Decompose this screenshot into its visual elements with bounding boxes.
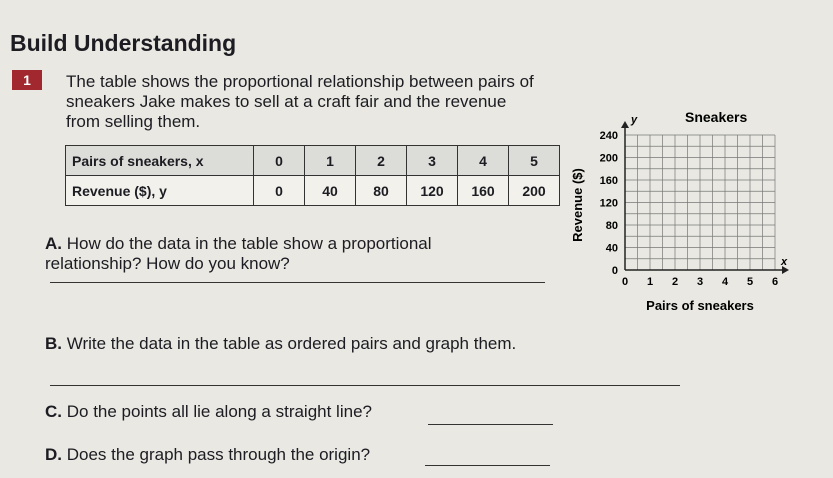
table-cell: 80 — [355, 175, 407, 206]
x-axis-letter: x — [780, 256, 788, 268]
table-cell: 120 — [406, 175, 458, 206]
question-c: C. Do the points all lie along a straigh… — [45, 402, 372, 422]
problem-number: 1 — [12, 70, 42, 90]
question-b: B. Write the data in the table as ordere… — [45, 334, 516, 354]
table-cell: Pairs of sneakers, x — [65, 145, 254, 176]
question-label: B. — [45, 334, 62, 353]
y-tick-label: 160 — [600, 175, 618, 187]
x-tick-label: 0 — [622, 276, 628, 288]
answer-line — [50, 282, 545, 283]
question-text: Write the data in the table as ordered p… — [66, 334, 517, 353]
data-table: Pairs of sneakers, x 0 1 2 3 4 5 Revenue ($), y… — [65, 145, 560, 206]
y-tick-label: 240 — [600, 130, 618, 142]
table-cell: 1 — [304, 145, 356, 176]
table-cell: 0 — [253, 175, 305, 206]
question-text: Does the graph pass through the origin? — [66, 445, 371, 464]
answer-line — [50, 385, 680, 386]
table-cell: Revenue ($), y — [65, 175, 254, 206]
y-tick-label: 0 — [612, 265, 618, 277]
axis-arrow — [621, 121, 629, 128]
x-tick-label: 2 — [672, 276, 678, 288]
table-cell: 40 — [304, 175, 356, 206]
table-cell: 2 — [355, 145, 407, 176]
question-label: A. — [45, 234, 62, 253]
question-a: A. How do the data in the table show a p… — [45, 234, 525, 274]
table-row: Revenue ($), y 0 40 80 120 160 200 — [65, 175, 560, 206]
x-tick-label: 5 — [747, 276, 753, 288]
x-tick-label: 4 — [722, 276, 729, 288]
answer-line — [425, 465, 550, 466]
title: Build Understanding — [10, 30, 237, 56]
graph: Sneakers Revenue ($) Pairs of sneakers y… — [570, 109, 789, 313]
table-cell: 160 — [457, 175, 509, 206]
table-cell: 4 — [457, 145, 509, 176]
table-cell: 3 — [406, 145, 458, 176]
x-axis-label: Pairs of sneakers — [646, 298, 754, 313]
x-tick-label: 6 — [772, 276, 778, 288]
question-label: D. — [45, 445, 62, 464]
question-text: Do the points all lie along a straight l… — [66, 402, 372, 421]
y-tick-label: 200 — [600, 153, 618, 165]
graph-title: Sneakers — [685, 109, 747, 125]
y-tick-label: 40 — [606, 243, 618, 255]
table-cell: 5 — [508, 145, 560, 176]
question-label: C. — [45, 402, 62, 421]
axis-arrow — [782, 266, 789, 274]
x-tick-label: 3 — [697, 276, 703, 288]
table-cell: 0 — [253, 145, 305, 176]
answer-line — [428, 424, 553, 425]
x-tick-label: 1 — [647, 276, 653, 288]
question-d: D. Does the graph pass through the origi… — [45, 445, 370, 465]
problem-text: The table shows the proportional relatio… — [66, 72, 534, 131]
table-cell: 200 — [508, 175, 560, 206]
y-axis-label: Revenue ($) — [570, 168, 585, 242]
y-axis-letter: y — [630, 114, 638, 126]
y-tick-label: 80 — [606, 220, 618, 232]
y-tick-label: 120 — [600, 198, 618, 210]
question-text: How do the data in the table show a prop… — [45, 234, 432, 273]
